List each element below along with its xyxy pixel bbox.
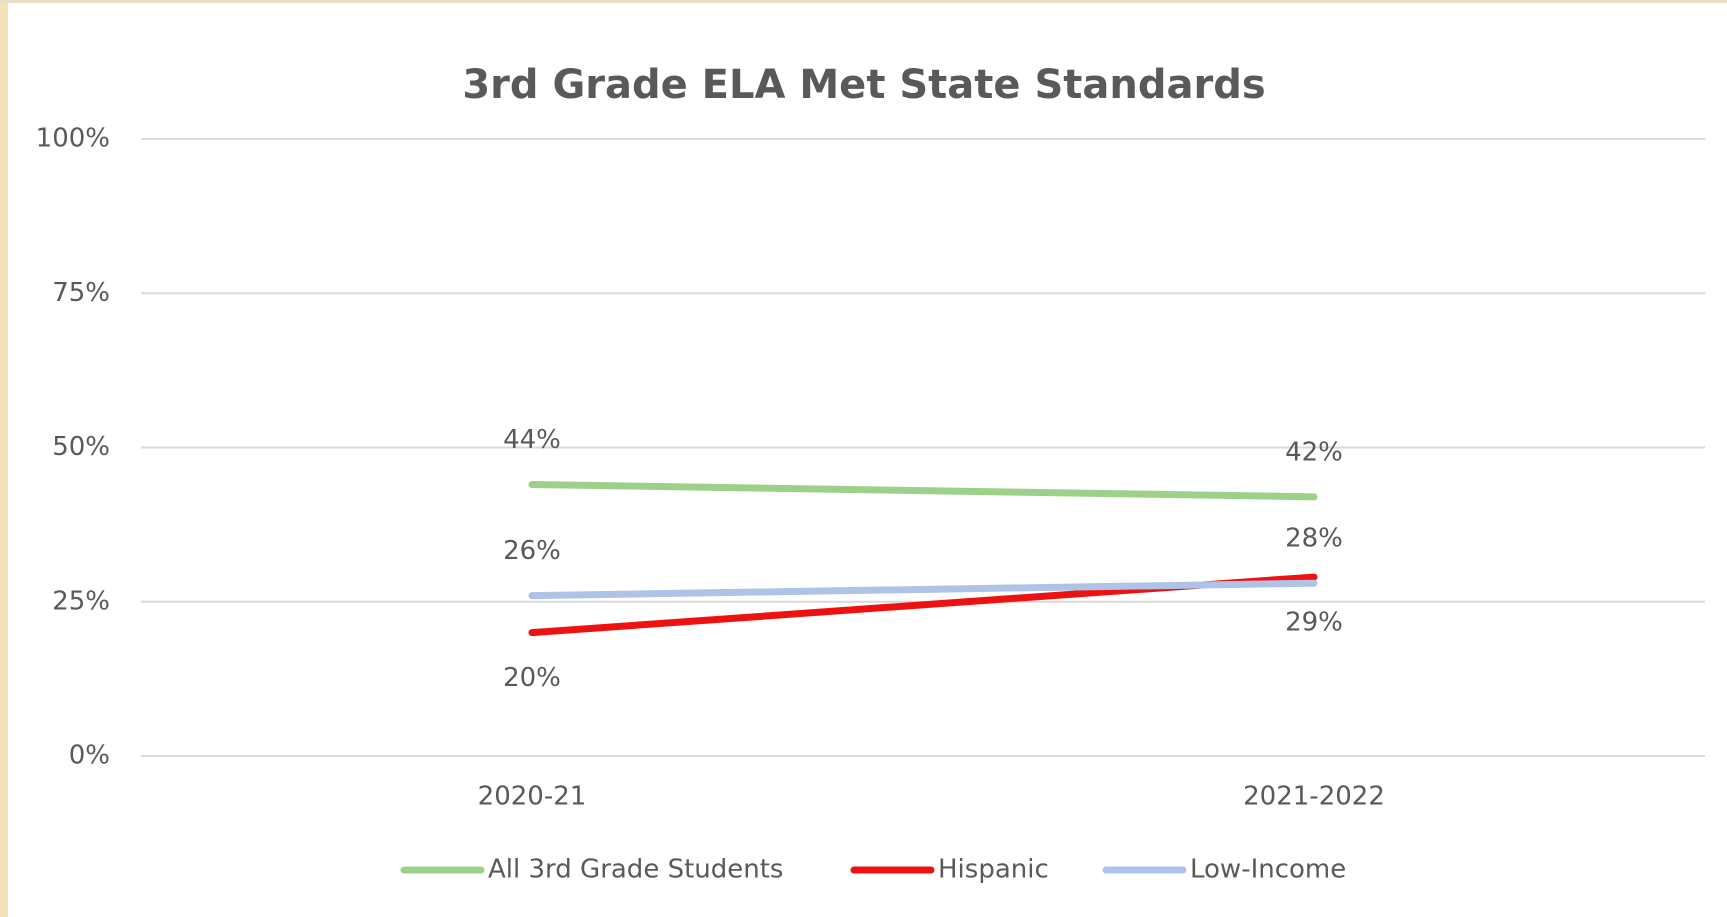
frame-left: [0, 0, 8, 917]
data-label: 29%: [1285, 608, 1343, 638]
legend-label: Low-Income: [1190, 855, 1346, 885]
y-tick-label: 25%: [52, 586, 110, 616]
data-label: 28%: [1285, 524, 1343, 554]
legend-label: Hispanic: [938, 855, 1049, 885]
legend-label: All 3rd Grade Students: [488, 855, 783, 885]
y-tick-label: 50%: [52, 432, 110, 462]
data-label: 44%: [503, 425, 561, 455]
y-tick-label: 0%: [69, 741, 110, 771]
series-line: [528, 579, 1318, 600]
data-label: 26%: [503, 536, 561, 566]
data-label: 42%: [1285, 437, 1343, 467]
data-label: 20%: [503, 663, 561, 693]
chart-title: 3rd Grade ELA Met State Standards: [462, 62, 1265, 108]
y-tick-label: 75%: [52, 278, 110, 308]
x-tick-label: 2020-21: [478, 782, 587, 812]
y-tick-label: 100%: [36, 124, 110, 154]
frame-top: [0, 0, 1727, 3]
x-tick-label: 2021-2022: [1243, 782, 1385, 812]
series-line: [528, 481, 1318, 501]
